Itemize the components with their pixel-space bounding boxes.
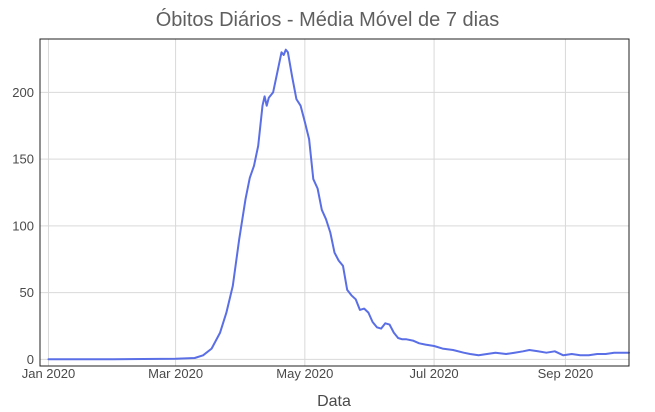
- y-tick-labels: 0 50 100 150 200: [12, 85, 34, 367]
- x-tick-label: Jul 2020: [410, 366, 459, 381]
- plot-frame: [39, 38, 630, 367]
- x-tick-label: Sep 2020: [538, 366, 594, 381]
- series-layer: [47, 48, 630, 361]
- series-line: [47, 48, 630, 361]
- grid-layer: [40, 39, 629, 366]
- y-tick-label: 50: [20, 285, 34, 300]
- x-tick-label: Mar 2020: [148, 366, 203, 381]
- x-tick-label: Jan 2020: [22, 366, 76, 381]
- x-tick-label: May 2020: [276, 366, 333, 381]
- x-axis-title: Data: [317, 393, 351, 410]
- y-tick-label: 200: [12, 85, 34, 100]
- chart-title: Óbitos Diários - Média Móvel de 7 dias: [156, 8, 499, 31]
- y-tick-label: 0: [27, 352, 34, 367]
- y-tick-label: 150: [12, 152, 34, 167]
- y-tick-label: 100: [12, 218, 34, 233]
- x-tick-labels: Jan 2020 Mar 2020 May 2020 Jul 2020 Sep 2020: [22, 366, 594, 381]
